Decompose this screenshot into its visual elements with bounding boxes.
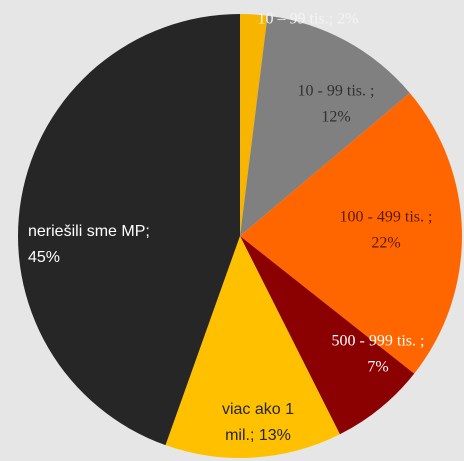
pie-slice xyxy=(240,15,410,236)
data-label: 10 - 99 tis. ; xyxy=(298,83,375,100)
data-label: viac ako 1 xyxy=(222,401,294,418)
pie-slice xyxy=(240,236,415,435)
data-label: 12% xyxy=(321,109,350,126)
data-label: neriešili sme MP; xyxy=(28,223,150,240)
data-label: 100 - 499 tis. ; xyxy=(340,209,433,226)
data-label: 10 – 99 tis.; 2% xyxy=(258,11,359,28)
data-label: 500 - 999 tis. ; xyxy=(332,333,425,350)
pie-slice xyxy=(240,93,463,374)
pie-slice xyxy=(165,236,340,458)
pie-slice xyxy=(240,14,268,236)
data-label: mil.; 13% xyxy=(225,427,291,444)
data-label: 7% xyxy=(367,359,388,376)
data-label: 45% xyxy=(28,249,60,266)
data-label: 22% xyxy=(371,235,400,252)
pie-slice xyxy=(17,14,240,446)
